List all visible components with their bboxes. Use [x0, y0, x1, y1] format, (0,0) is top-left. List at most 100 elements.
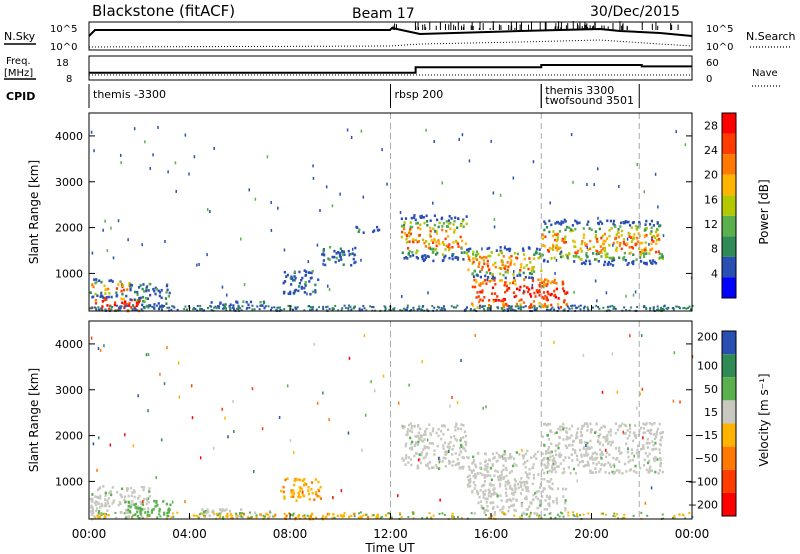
cpid-segment-label: themis 3300 — [545, 84, 614, 97]
power-cell — [585, 251, 588, 255]
velocity-cell — [442, 456, 445, 460]
power-cell — [508, 249, 511, 253]
power-cell — [486, 264, 490, 268]
power-cell — [471, 302, 474, 306]
velocity-cell — [655, 430, 659, 433]
power-cell — [406, 304, 409, 307]
power-cell — [487, 303, 491, 307]
velocity-cell — [474, 475, 478, 478]
velocity-cell — [419, 434, 422, 437]
velocity-cell — [89, 497, 92, 501]
power-cell — [520, 263, 523, 266]
velocity-cell — [606, 434, 609, 437]
power-cell — [557, 303, 560, 306]
velocity-cell — [123, 495, 127, 499]
velocity-cell — [543, 477, 546, 481]
power-cell — [347, 309, 350, 312]
velocity-cell — [599, 448, 602, 452]
velocity-cell — [97, 513, 100, 517]
power-cell — [416, 308, 419, 311]
velocity-cell — [147, 507, 150, 510]
power-cell — [580, 262, 584, 265]
velocity-cell — [623, 423, 626, 427]
velocity-cell — [529, 511, 532, 514]
power-cell — [651, 259, 655, 262]
velocity-cell — [548, 422, 552, 426]
velocity-cell — [567, 511, 570, 514]
power-cell — [314, 289, 317, 292]
power-ytick-label: 3000 — [55, 176, 83, 189]
velocity-cell — [114, 511, 117, 514]
velocity-data — [89, 333, 694, 521]
power-cell — [594, 233, 598, 237]
power-cell — [578, 221, 581, 225]
velocity-cell — [101, 513, 104, 516]
power-cell — [545, 308, 548, 311]
velocity-cell — [410, 426, 413, 430]
power-cell — [247, 303, 250, 307]
velocity-cell — [230, 516, 233, 520]
velocity-cell — [436, 444, 439, 448]
power-cell — [224, 306, 227, 309]
velocity-cell — [527, 489, 530, 493]
power-cell — [600, 255, 603, 258]
velocity-cell — [655, 435, 658, 439]
velocity-cell — [635, 451, 638, 455]
power-cell — [543, 304, 546, 308]
power-cell — [489, 254, 492, 258]
power-cell — [108, 307, 111, 311]
velocity-cell — [525, 495, 528, 499]
power-cell — [438, 242, 441, 246]
power-cell — [165, 284, 169, 288]
power-cell — [535, 251, 538, 255]
power-cell — [447, 222, 450, 225]
power-cell — [349, 252, 352, 256]
velocity-cell — [127, 501, 130, 504]
power-cell — [610, 256, 613, 260]
power-cell — [634, 242, 637, 246]
power-cell — [639, 256, 642, 259]
power-cell — [475, 253, 478, 257]
power-cell — [166, 306, 169, 309]
velocity-cell — [469, 480, 472, 483]
velocity-cell — [97, 347, 100, 351]
power-cell — [603, 249, 607, 253]
power-cell — [643, 190, 645, 194]
power-cell — [603, 263, 606, 267]
power-cell — [147, 289, 150, 292]
power-cell — [643, 253, 646, 256]
velocity-cell — [166, 346, 168, 350]
velocity-cell — [623, 432, 626, 435]
nave-label: Nave — [752, 68, 778, 79]
velocity-cell — [596, 456, 599, 460]
velocity-cell — [410, 442, 413, 446]
power-cell — [126, 304, 129, 307]
power-cell — [362, 304, 365, 307]
power-cell — [598, 227, 601, 231]
velocity-cell — [148, 513, 151, 516]
velocity-cell — [616, 390, 619, 394]
velocity-cell — [593, 431, 597, 435]
power-cell — [506, 271, 509, 274]
power-cell — [450, 217, 453, 220]
power-cell — [649, 259, 652, 263]
power-cell — [422, 259, 425, 263]
power-cell — [634, 290, 637, 294]
velocity-cell — [236, 515, 239, 518]
velocity-cell — [490, 495, 493, 498]
power-cell — [138, 296, 141, 300]
power-cell — [402, 223, 406, 227]
power-cell — [535, 250, 538, 254]
velocity-cell — [124, 508, 128, 512]
velocity-cell — [265, 512, 268, 516]
velocity-cell — [583, 454, 586, 457]
velocity-cell — [102, 485, 105, 488]
power-cell — [654, 250, 658, 254]
power-colorbar-segment — [722, 133, 736, 155]
power-cell — [566, 225, 569, 229]
power-cell — [463, 251, 466, 254]
power-cell — [553, 281, 556, 284]
velocity-cell — [565, 446, 569, 449]
velocity-cell — [554, 461, 557, 465]
velocity-cell — [131, 503, 134, 507]
